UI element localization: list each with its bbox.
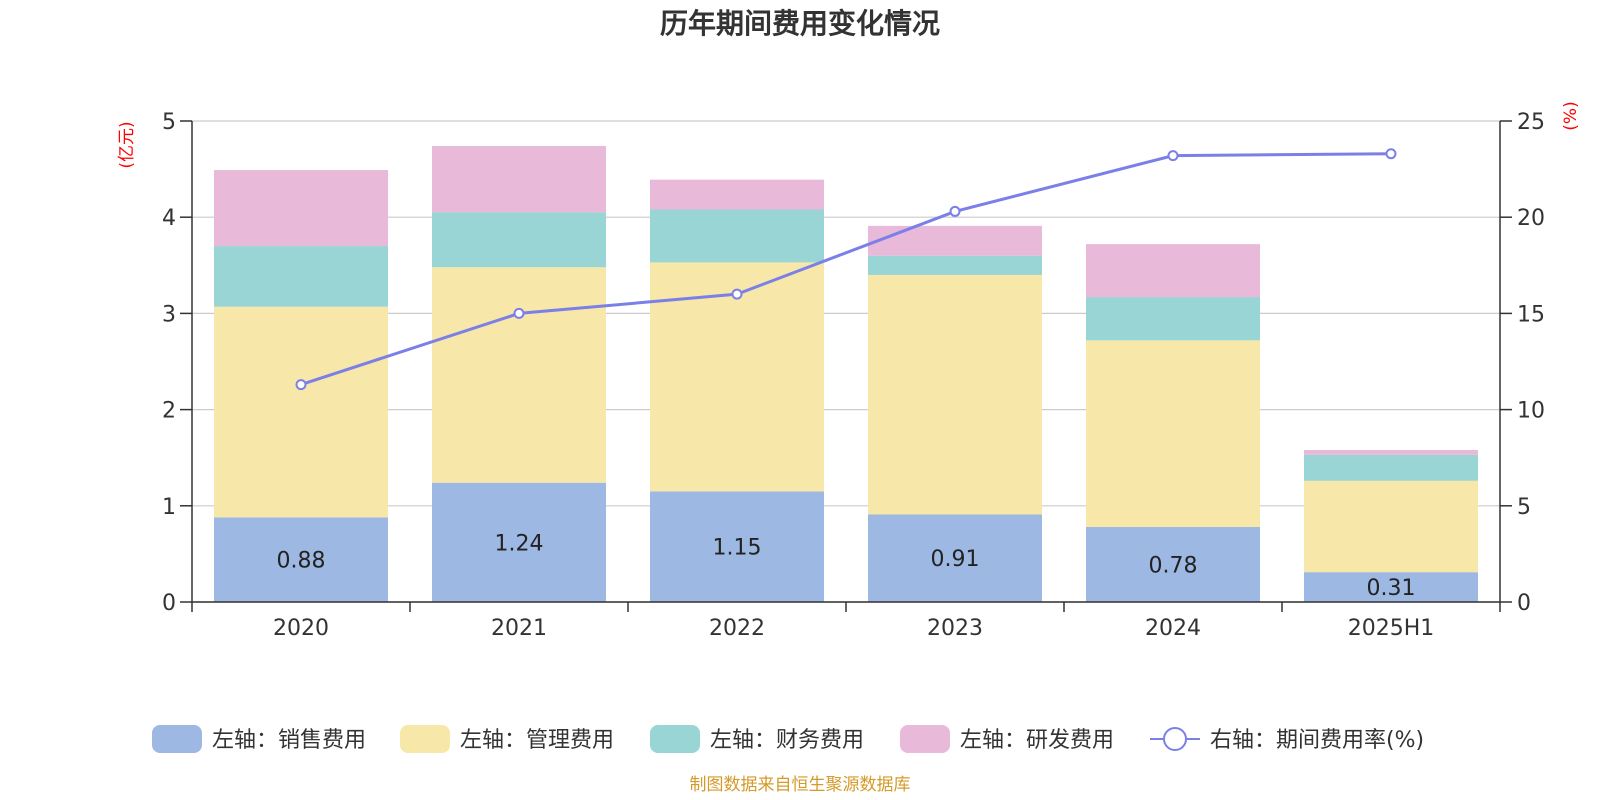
bar-data-label: 0.78 — [1149, 553, 1198, 578]
rate-line-point — [513, 307, 525, 319]
source-note: 制图数据来自恒生聚源数据库 — [690, 775, 911, 795]
bar-data-label: 0.31 — [1367, 576, 1416, 601]
right-axis-unit: (%) — [1561, 101, 1581, 130]
x-axis-tick-label: 2022 — [709, 616, 765, 641]
right-axis-tick-label: 25 — [1517, 110, 1545, 135]
legend-label: 左轴：销售费用 — [212, 728, 366, 753]
bar-segment — [1086, 244, 1260, 298]
bar-segment — [1304, 450, 1478, 455]
bar-segment — [1304, 454, 1478, 481]
legend-swatch — [152, 725, 202, 753]
right-axis-tick-label: 15 — [1517, 302, 1545, 327]
bar-segment — [1086, 297, 1260, 341]
bar-segment — [650, 491, 824, 602]
legend-swatch — [900, 725, 950, 753]
bar-segment — [1304, 480, 1478, 573]
bar-segment — [432, 146, 606, 213]
bar-data-label: 0.88 — [277, 549, 326, 574]
bar-segment — [432, 212, 606, 268]
rate-line — [295, 148, 1397, 391]
right-axis-tick-label: 20 — [1517, 206, 1545, 231]
bar-segment — [214, 517, 388, 602]
grid-lines — [192, 120, 1500, 603]
left-axis-tick-label: 1 — [162, 495, 176, 520]
legend-swatch — [400, 725, 450, 753]
bar-segment — [432, 482, 606, 602]
axes: 0 1 2 3 4 5 0 5 10 15 20 25 2020 2021 2022 2023 2024 2025… — [162, 110, 1545, 641]
bar-segment — [868, 274, 1042, 515]
bar-data-label: 1.15 — [713, 536, 762, 561]
x-axis-tick-label: 2024 — [1145, 616, 1201, 641]
right-axis-tick-label: 5 — [1517, 495, 1531, 520]
x-axis-tick-label: 2025H1 — [1348, 616, 1435, 641]
bar-segment — [650, 179, 824, 210]
right-axis-tick-label: 10 — [1517, 399, 1545, 424]
bar-segment — [214, 170, 388, 247]
left-axis-tick-label: 3 — [162, 302, 176, 327]
left-axis-unit: (亿元) — [117, 121, 137, 168]
bar-data-label: 1.24 — [495, 531, 544, 556]
left-axis-tick-label: 2 — [162, 399, 176, 424]
left-axis-tick-label: 4 — [162, 206, 176, 231]
legend-swatch — [650, 725, 700, 753]
chart-title: 历年期间费用变化情况 — [660, 7, 940, 40]
bar-segment — [214, 246, 388, 307]
bars: 0.88 1.24 1.15 0.91 0.78 0.31 — [214, 146, 1478, 602]
rate-line-point — [949, 205, 961, 217]
bar-segment — [868, 514, 1042, 602]
rate-line-point — [1167, 150, 1179, 162]
rate-line-point — [1385, 148, 1397, 160]
bar-data-label: 0.91 — [931, 547, 980, 572]
right-axis-tick-label: 0 — [1517, 591, 1531, 616]
left-axis-tick-label: 0 — [162, 591, 176, 616]
legend-label: 左轴：管理费用 — [460, 728, 614, 753]
left-axis-tick-label: 5 — [162, 110, 176, 135]
legend-label: 左轴：研发费用 — [960, 728, 1114, 753]
bar-segment — [868, 225, 1042, 256]
rate-line-point — [731, 288, 743, 300]
bar-segment — [650, 209, 824, 263]
rate-line-path — [300, 152, 1392, 387]
x-axis-tick-label: 2021 — [491, 616, 547, 641]
bar-segment — [214, 306, 388, 518]
x-axis-tick-label: 2020 — [273, 616, 329, 641]
bar-segment — [1086, 340, 1260, 527]
x-axis-tick-label: 2023 — [927, 616, 983, 641]
bar-segment — [868, 255, 1042, 275]
bar-segment — [432, 267, 606, 483]
bar-segment — [1086, 526, 1260, 602]
legend: 左轴：销售费用 左轴：管理费用 左轴：财务费用 左轴：研发费用 右轴：期间费用率(%) — [152, 725, 1424, 753]
bar-segment — [1304, 572, 1478, 602]
rate-line-point — [295, 379, 307, 391]
legend-label: 右轴：期间费用率(%) — [1210, 728, 1424, 753]
legend-marker — [1163, 727, 1187, 751]
legend-label: 左轴：财务费用 — [710, 728, 864, 753]
